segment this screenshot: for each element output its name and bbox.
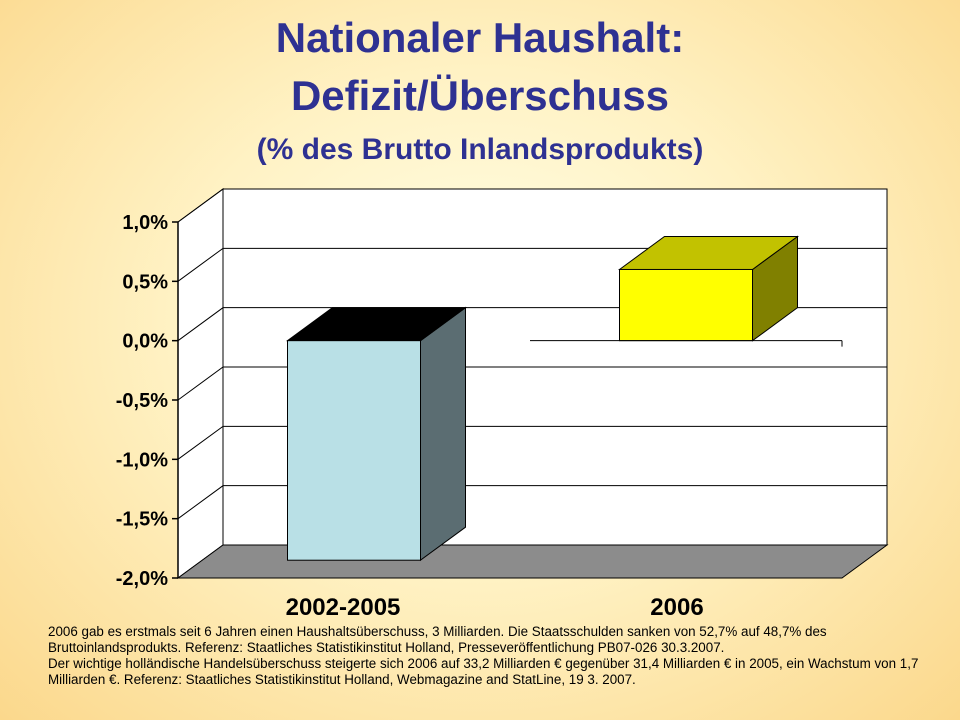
- chart-title-line-2: Defizit/Überschuss: [290, 72, 670, 119]
- y-tick-label-1: 0,5%: [122, 271, 168, 293]
- gridline-4: [177, 425, 887, 460]
- bar-side-0: [420, 306, 466, 562]
- bar-2002-2005: [285, 306, 468, 562]
- x-tick-label-0: 2002-2005: [286, 594, 401, 621]
- chart-subtitle: (% des Brutto Inlandsprodukts): [256, 133, 704, 166]
- y-tick-label-4: -1,0%: [116, 449, 168, 471]
- bar-front-0: [287, 340, 421, 561]
- y-tick-label-2: 0,0%: [122, 331, 168, 353]
- floor-plane: [176, 544, 889, 579]
- y-tick-label-6: -2,0%: [116, 568, 168, 590]
- footnote-budget: 2006 gab es erstmals seit 6 Jahren einen…: [48, 624, 827, 655]
- bar-front-1: [619, 268, 753, 342]
- y-tick-label-0: 1,0%: [122, 212, 168, 234]
- y-tick-label-5: -1,5%: [116, 509, 168, 531]
- y-tick-label-3: -0,5%: [116, 390, 168, 412]
- gridline-5: [177, 485, 887, 520]
- footnote-trade: Der wichtige holländische Handelsübersch…: [48, 656, 919, 687]
- x-tick-label-1: 2006: [650, 594, 703, 621]
- gridline-3: [177, 366, 887, 401]
- y-axis: 1,0% 0,5% 0,0% -0,5% -1,0% -1,5% -2,0%: [116, 212, 179, 590]
- footnotes: 2006 gab es erstmals seit 6 Jahren einen…: [48, 624, 948, 688]
- chart-floor: [176, 544, 889, 579]
- chart-title-line-1: Nationaler Haushalt:: [275, 14, 685, 61]
- zero-line: [530, 340, 843, 347]
- gridline-0: [177, 188, 887, 223]
- x-axis: 2002-2005 2006: [286, 594, 704, 621]
- bar-2006: [617, 235, 800, 342]
- bars: [285, 235, 800, 562]
